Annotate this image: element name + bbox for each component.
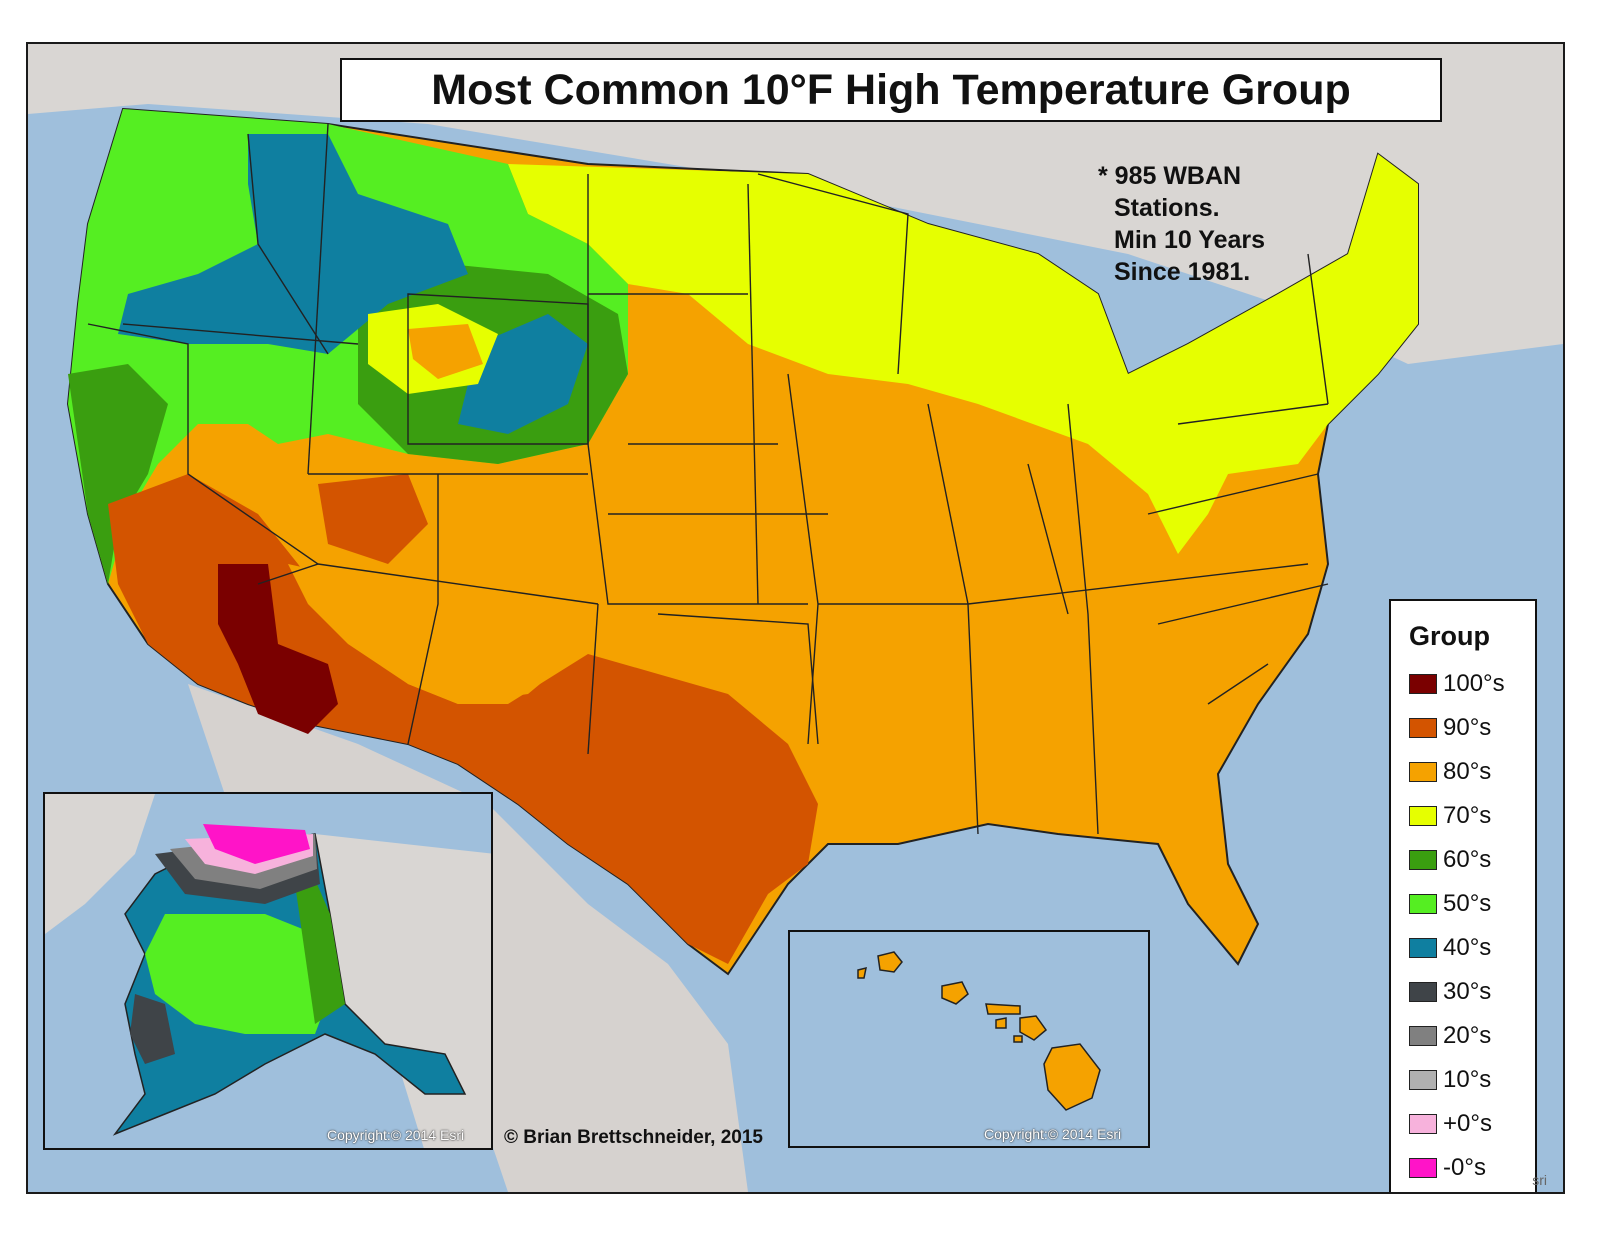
legend-item: -0°s: [1409, 1153, 1486, 1183]
conus-map: [28, 44, 1563, 1192]
legend-swatch: [1409, 718, 1437, 738]
alaska-zone-30s-west: [130, 994, 175, 1064]
legend-label: 10°s: [1443, 1066, 1492, 1093]
legend-swatch: [1409, 674, 1437, 694]
map-frame: Most Common 10°F High Temperature Group …: [26, 42, 1565, 1194]
legend-swatch: [1409, 1070, 1437, 1090]
legend-item: 100°s: [1409, 669, 1505, 699]
zone-40s-idaho: [118, 134, 468, 354]
alaska-zone-minus0s: [203, 824, 310, 864]
legend-item: +0°s: [1409, 1109, 1492, 1139]
note-line-2: Stations.: [1114, 194, 1220, 222]
island-kauai: [877, 951, 903, 973]
note-line-1: * 985 WBAN: [1098, 162, 1242, 190]
legend-label: 20°s: [1443, 1022, 1492, 1049]
legend-title: Group: [1409, 621, 1490, 651]
island-molokai: [985, 1003, 1021, 1015]
legend-item: 70°s: [1409, 801, 1491, 831]
corner-credit: sri: [1532, 1172, 1547, 1188]
alaska-map: [45, 794, 491, 1148]
alaska-inset: Copyright:© 2014 Esri: [43, 792, 493, 1150]
island-niihau: [857, 966, 867, 979]
legend-swatch: [1409, 1158, 1437, 1178]
island-oahu: [941, 981, 969, 1005]
legend-swatch: [1409, 1114, 1437, 1134]
legend-item: 60°s: [1409, 845, 1491, 875]
zone-80s-wyoming: [408, 324, 483, 379]
legend-label: 40°s: [1443, 934, 1492, 961]
legend-label: 60°s: [1443, 846, 1492, 873]
legend-item: 30°s: [1409, 977, 1491, 1007]
legend-label: 80°s: [1443, 758, 1492, 785]
zone-90s-utah: [318, 474, 428, 564]
map-title: Most Common 10°F High Temperature Group: [431, 65, 1351, 114]
island-hawaii: [1043, 1043, 1101, 1111]
alaska-zone-50s: [145, 914, 330, 1034]
legend-item: 10°s: [1409, 1065, 1491, 1095]
legend-swatch: [1409, 1026, 1437, 1046]
siberia-land: [45, 794, 155, 934]
island-lanai: [995, 1017, 1007, 1029]
legend-swatch: [1409, 762, 1437, 782]
legend-label: 50°s: [1443, 890, 1492, 917]
legend-swatch: [1409, 894, 1437, 914]
legend-label: -0°s: [1443, 1154, 1486, 1181]
legend-item: 50°s: [1409, 889, 1491, 919]
station-note: * 985 WBAN Stations. Min 10 Years Since …: [1098, 160, 1265, 288]
zone-50s-northwest: [68, 109, 628, 584]
legend-label: 30°s: [1443, 978, 1492, 1005]
legend-label: 90°s: [1443, 714, 1492, 741]
note-line-4: Since 1981.: [1114, 258, 1251, 286]
legend-label: 100°s: [1443, 670, 1505, 697]
canada-land: [28, 44, 1563, 364]
zone-90s-southwest: [108, 474, 818, 964]
island-kahoolawe: [1013, 1035, 1023, 1043]
alaska-copyright: Copyright:© 2014 Esri: [327, 1127, 465, 1143]
zone-60s-west: [68, 364, 168, 584]
legend-swatch: [1409, 806, 1437, 826]
legend-swatch: [1409, 850, 1437, 870]
legend-label: 70°s: [1443, 802, 1492, 829]
note-line-3: Min 10 Years: [1114, 226, 1266, 254]
alaska-zone-60s: [295, 884, 345, 1024]
zone-80s-arizona: [288, 564, 588, 704]
legend-item: 80°s: [1409, 757, 1491, 787]
legend: Group 100°s 90°s 80°s 70°s 60°s 50°s 40°s 30°s 2…: [1389, 599, 1537, 1192]
island-maui: [1019, 1015, 1048, 1041]
legend-label: +0°s: [1443, 1110, 1492, 1137]
state-borders: [87, 123, 1329, 835]
zone-100s-desert: [218, 564, 338, 734]
legend-swatch: [1409, 938, 1437, 958]
hawaii-map: [857, 951, 1101, 1111]
hawaii-inset: Copyright:© 2014 Esri: [788, 930, 1150, 1148]
author-credit: © Brian Brettschneider, 2015: [504, 1127, 763, 1148]
legend-item: 20°s: [1409, 1021, 1491, 1051]
legend-item: 90°s: [1409, 713, 1491, 743]
zone-70s-north: [508, 154, 1418, 554]
map-title-box: Most Common 10°F High Temperature Group: [340, 58, 1442, 122]
hawaii-copyright: Copyright:© 2014 Esri: [984, 1126, 1122, 1142]
legend-item: 40°s: [1409, 933, 1491, 963]
legend-swatch: [1409, 982, 1437, 1002]
